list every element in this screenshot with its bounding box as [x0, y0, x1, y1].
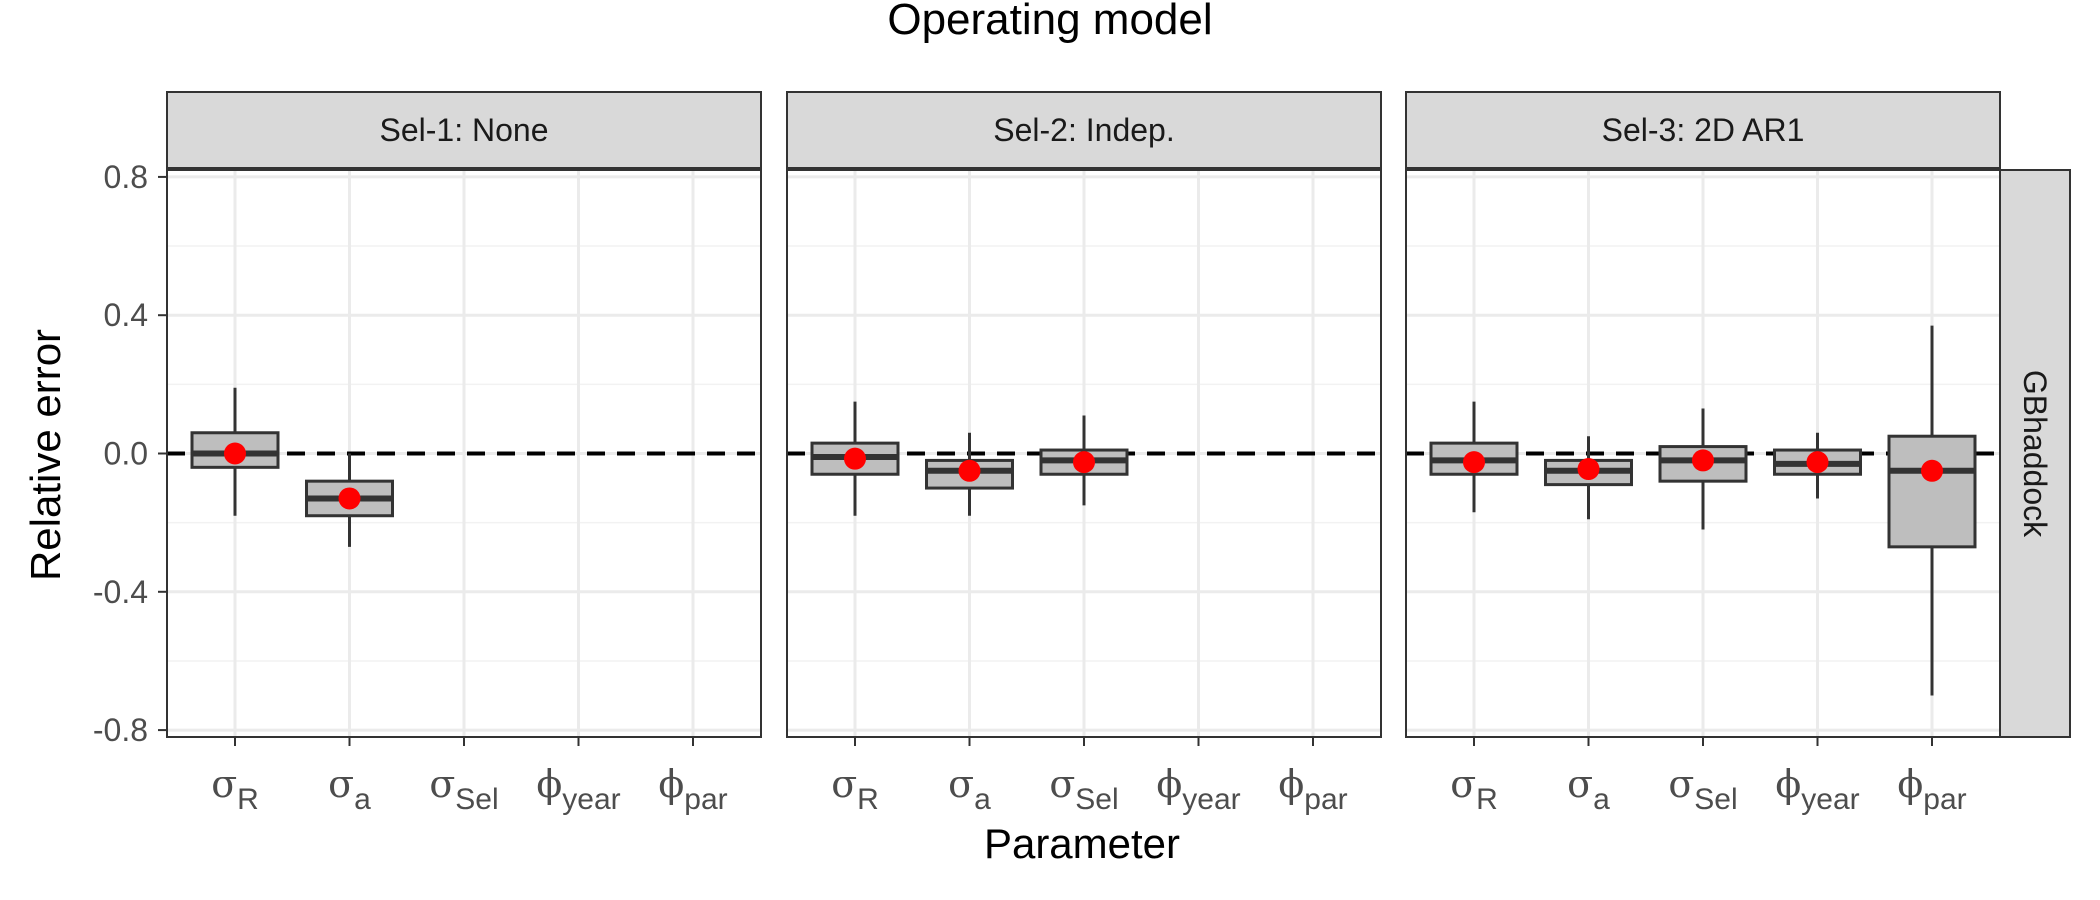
- facet-strip: [166, 91, 762, 169]
- facet-strip: [786, 91, 1382, 169]
- mean-point: [224, 442, 246, 465]
- boxplot: [1429, 401, 1519, 513]
- y-tick-label: -0.4: [93, 574, 148, 610]
- x-tick-label: ϕpar: [1278, 762, 1347, 816]
- y-axis-title: Relative error: [22, 329, 69, 581]
- boxplot: [305, 453, 394, 547]
- row-strip-label: GBhaddock: [2017, 370, 2053, 538]
- x-tick-label: σa: [328, 762, 371, 816]
- mean-point: [338, 487, 361, 510]
- box-body: [1887, 434, 1977, 549]
- x-tick-label: σSel: [429, 762, 498, 816]
- facet-panel-1: Sel-1: None σR σa σSel ϕyear ϕpar: [166, 91, 762, 816]
- facet-strip: [1405, 91, 2001, 169]
- boxplot: [1039, 415, 1129, 506]
- x-tick-label: σR: [1450, 762, 1498, 816]
- x-tick-label: ϕpar: [1897, 762, 1966, 816]
- facet-strip-label: Sel-3: 2D AR1: [1602, 112, 1805, 148]
- mean-point: [1692, 449, 1714, 472]
- boxplot: [1887, 325, 1977, 696]
- facet-panel-3: Sel-3: 2D AR1 σR σa σSel ϕyear ϕpar: [1405, 91, 2001, 816]
- x-axis-title: Parameter: [984, 820, 1180, 867]
- x-tick-label: σa: [948, 762, 991, 816]
- chart-title: Operating model: [887, 0, 1212, 44]
- x-tick-label: σa: [1567, 762, 1610, 816]
- x-tick-label: σSel: [1049, 762, 1118, 816]
- boxplot: [1773, 432, 1862, 499]
- facet-strip-label: Sel-1: None: [380, 112, 549, 148]
- mean-point: [1073, 451, 1095, 474]
- facet-panel-2: Sel-2: Indep. σR σa σSel ϕyear ϕpar: [786, 91, 1382, 816]
- mean-point: [1577, 458, 1600, 481]
- row-strip: [1999, 169, 2071, 738]
- mean-point: [1463, 451, 1485, 474]
- y-tick-label: 0.8: [104, 159, 148, 195]
- x-tick-label: ϕpar: [658, 762, 727, 816]
- boxplot: [1658, 408, 1748, 530]
- boxplot: [925, 432, 1014, 516]
- x-tick-label: ϕyear: [536, 762, 620, 816]
- x-tick-label: ϕyear: [1156, 762, 1240, 816]
- boxplot: [190, 387, 280, 516]
- y-tick-label: 0.4: [104, 297, 148, 333]
- mean-point: [1921, 459, 1943, 482]
- facet-strip-label: Sel-2: Indep.: [993, 112, 1174, 148]
- y-tick-label: -0.8: [93, 712, 148, 748]
- x-tick-label: ϕyear: [1775, 762, 1859, 816]
- boxplot: [810, 401, 900, 516]
- mean-point: [844, 447, 866, 470]
- mean-point: [958, 459, 981, 482]
- x-tick-label: σR: [211, 762, 259, 816]
- y-tick-label: 0.0: [104, 436, 148, 472]
- x-tick-label: σR: [831, 762, 879, 816]
- boxplot: [1544, 436, 1633, 520]
- x-tick-label: σSel: [1668, 762, 1737, 816]
- mean-point: [1806, 451, 1829, 474]
